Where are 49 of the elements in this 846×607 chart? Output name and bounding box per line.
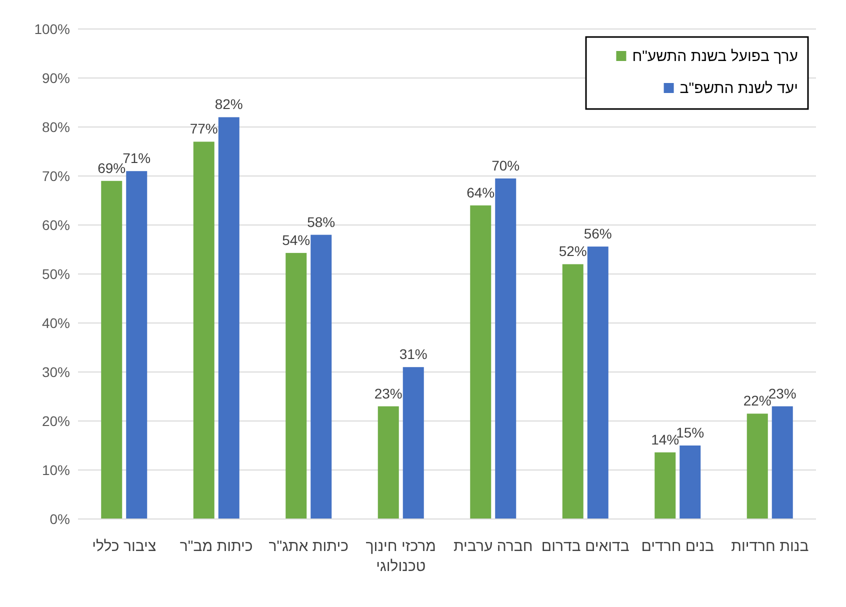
bar	[193, 142, 214, 519]
bar	[310, 234, 332, 519]
legend-label: ערך בפועל בשנת התשע"ח	[632, 48, 798, 65]
bar	[654, 452, 676, 519]
data-label: 82%	[214, 96, 243, 112]
bar	[772, 406, 793, 519]
bar	[495, 178, 516, 519]
bar	[746, 414, 768, 519]
data-label: 54%	[282, 232, 310, 248]
y-tick-label: 50%	[42, 266, 70, 282]
bar	[286, 252, 307, 519]
data-label: 70%	[492, 157, 520, 174]
x-tick-label: ציבור כללי	[92, 538, 156, 555]
y-tick-label: 100%	[34, 21, 70, 37]
data-label: 22%	[743, 392, 772, 409]
x-tick-label: בדואים בדרום	[541, 538, 630, 555]
y-tick-label: 40%	[42, 315, 70, 331]
data-label: 23%	[374, 385, 402, 402]
bar	[680, 446, 701, 519]
x-tick-label: מרכזי חינוך טכנולוגי	[366, 538, 436, 575]
bar	[378, 406, 399, 519]
y-tick-label: 30%	[42, 364, 70, 380]
bar	[402, 367, 424, 519]
bar	[218, 117, 240, 519]
bar	[470, 205, 492, 519]
x-tick-label: בנים חרדים	[641, 538, 714, 555]
bar	[126, 171, 148, 519]
y-tick-label: 70%	[42, 168, 70, 184]
y-tick-label: 0%	[50, 511, 70, 527]
bar	[101, 180, 122, 519]
y-tick-label: 90%	[42, 70, 70, 86]
y-tick-label: 80%	[42, 119, 70, 135]
legend-label: יעד לשנת התשפ"ב	[680, 80, 798, 97]
bar	[587, 246, 608, 519]
y-tick-label: 60%	[42, 217, 70, 233]
y-tick-label: 10%	[42, 462, 70, 478]
data-label: 58%	[307, 214, 336, 230]
data-label: 52%	[558, 243, 587, 260]
x-tick-label: כיתות מב"ר	[180, 538, 253, 555]
data-label: 14%	[651, 431, 680, 448]
x-tick-label: חברה ערבית	[453, 538, 533, 555]
x-tick-label: בנות חרדיות	[731, 538, 809, 555]
data-label: 31%	[399, 346, 428, 362]
data-label: 64%	[466, 184, 495, 200]
data-label: 56%	[584, 226, 612, 242]
data-label: 77%	[190, 120, 218, 137]
x-tick-label: כיתות אתג"ר	[268, 538, 349, 555]
y-tick-label: 20%	[42, 413, 70, 429]
bar	[562, 264, 584, 519]
